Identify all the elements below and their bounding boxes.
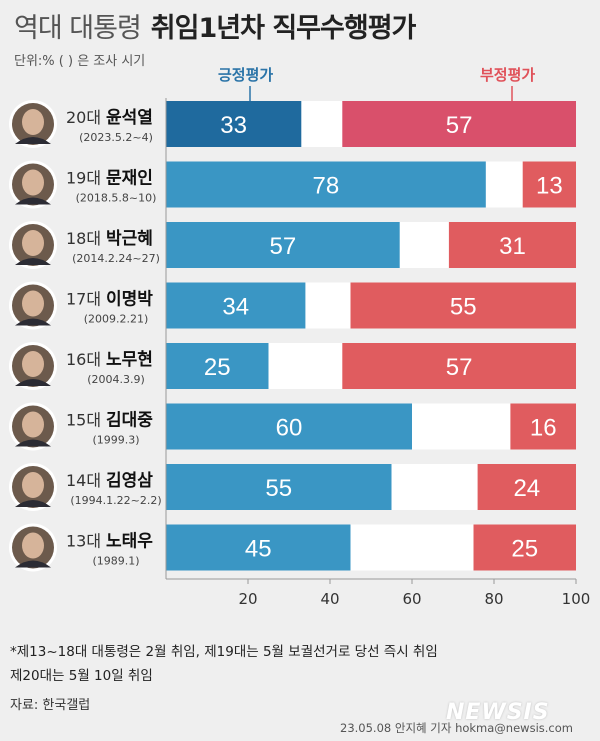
president-term: 15대 — [66, 411, 101, 430]
president-term: 19대 — [66, 169, 101, 188]
value-positive: 57 — [269, 233, 296, 260]
president-term: 17대 — [66, 290, 101, 309]
president-term: 18대 — [66, 229, 101, 248]
legend-negative: 부정평가 — [480, 66, 536, 84]
survey-date: (2023.5.2~4) — [79, 131, 153, 144]
president-name: 노태우 — [106, 532, 153, 552]
bar-negative — [473, 524, 576, 571]
bar-negative — [342, 101, 576, 147]
value-positive: 34 — [222, 294, 249, 321]
president-term: 14대 — [66, 471, 101, 490]
portrait-face — [22, 290, 44, 317]
footnote-1: *제13~18대 대통령은 2월 취임, 제19대는 5월 보궐선거로 당선 즉… — [10, 644, 438, 660]
portrait-face — [22, 169, 44, 196]
value-positive: 55 — [265, 475, 292, 502]
bar-positive — [166, 222, 400, 268]
value-negative: 16 — [530, 415, 557, 442]
x-tick-label: 20 — [238, 590, 257, 608]
bar-positive — [166, 524, 351, 571]
president-name: 노무현 — [106, 350, 153, 370]
bar-positive — [166, 403, 412, 450]
portrait-face — [22, 351, 44, 377]
credit: 23.05.08 안지혜 기자 hokma@newsis.com — [340, 721, 573, 735]
portrait-suit — [15, 258, 51, 265]
bar-negative — [522, 161, 576, 208]
president-name: 윤석열 — [106, 108, 153, 128]
portrait-suit — [15, 137, 51, 144]
x-tick-label: 40 — [320, 590, 339, 608]
legend-positive: 긍정평가 — [218, 66, 274, 84]
president-name: 박근혜 — [106, 229, 153, 249]
survey-date: (2014.2.24~27) — [72, 252, 160, 265]
portrait-face — [22, 230, 44, 256]
bar-positive — [166, 282, 306, 329]
bar-negative — [342, 343, 576, 389]
president-term: 16대 — [66, 350, 101, 369]
survey-date: (2018.5.8~10) — [76, 192, 157, 205]
x-tick-label: 60 — [402, 590, 421, 608]
portrait-suit — [15, 197, 51, 205]
value-negative: 57 — [446, 354, 473, 381]
newsis-logo: NEWSIS — [446, 700, 550, 725]
survey-date: (2009.2.21) — [84, 313, 149, 326]
survey-date: (2004.3.9) — [87, 373, 145, 386]
bar-positive — [166, 343, 269, 389]
x-tick-label: 80 — [484, 590, 503, 608]
bar-negative — [350, 282, 576, 329]
president-name: 김영삼 — [106, 471, 153, 491]
portrait-face — [22, 472, 44, 498]
unit-note: 단위:% ( ) 은 조사 시기 — [14, 54, 146, 69]
value-negative: 24 — [513, 475, 540, 502]
title-bold: 취임1년차 직무수행평가 — [150, 13, 417, 44]
bar-negative — [448, 222, 576, 268]
portrait-suit — [15, 318, 51, 326]
president-name: 김대중 — [106, 411, 153, 431]
portrait-suit — [15, 439, 51, 447]
portrait-face — [22, 532, 44, 559]
source: 자료: 한국갤럽 — [10, 698, 91, 713]
portrait-suit — [15, 500, 51, 507]
value-negative: 25 — [511, 536, 538, 563]
value-negative: 55 — [450, 294, 477, 321]
president-term: 20대 — [66, 108, 101, 127]
value-positive: 78 — [313, 173, 340, 200]
bar-positive — [166, 101, 302, 147]
page-title: 역대 대통령 취임1년차 직무수행평가 — [14, 6, 417, 46]
president-name: 문재인 — [106, 169, 153, 189]
x-tick-label: 100 — [562, 590, 591, 608]
value-negative: 57 — [446, 112, 473, 139]
footnote-2: 제20대는 5월 10일 취임 — [10, 668, 153, 684]
value-negative: 31 — [499, 233, 526, 260]
bar-positive — [166, 161, 486, 208]
survey-date: (1989.1) — [92, 555, 139, 568]
title-light: 역대 대통령 — [14, 13, 142, 44]
survey-date: (1994.1.22~2.2) — [70, 494, 161, 507]
president-term: 13대 — [66, 532, 101, 551]
portrait-face — [22, 109, 44, 135]
bar-positive — [166, 464, 392, 510]
survey-date: (1999.3) — [92, 434, 139, 447]
bar-negative — [477, 464, 576, 510]
value-positive: 33 — [220, 112, 247, 139]
portrait-suit — [15, 560, 51, 568]
value-negative: 13 — [536, 173, 563, 200]
value-positive: 45 — [245, 536, 272, 563]
portrait-face — [22, 411, 44, 438]
value-positive: 60 — [276, 415, 303, 442]
value-positive: 25 — [204, 354, 231, 381]
president-name: 이명박 — [106, 290, 153, 310]
bar-negative — [510, 403, 576, 450]
portrait-suit — [15, 379, 51, 386]
